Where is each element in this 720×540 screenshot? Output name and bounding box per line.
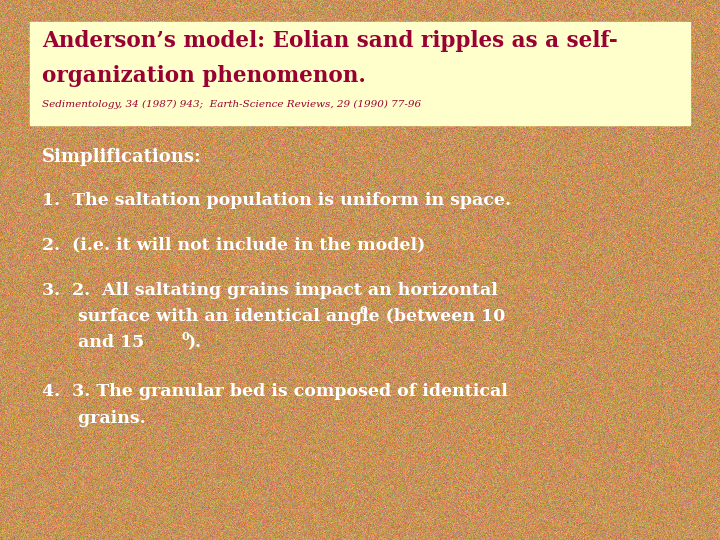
Text: Sedimentology, 34 (1987) 943;  Earth-Science Reviews, 29 (1990) 77-96: Sedimentology, 34 (1987) 943; Earth-Scie… <box>42 100 421 109</box>
Text: ).: ). <box>187 334 201 351</box>
Text: 4.  3. The granular bed is composed of identical: 4. 3. The granular bed is composed of id… <box>42 383 508 400</box>
Text: organization phenomenon.: organization phenomenon. <box>42 65 366 87</box>
Text: 0: 0 <box>181 331 189 342</box>
Text: surface with an identical angle (between 10: surface with an identical angle (between… <box>42 308 505 325</box>
Text: 1.  The saltation population is uniform in space.: 1. The saltation population is uniform i… <box>42 192 511 209</box>
FancyBboxPatch shape <box>30 22 690 125</box>
Text: and 15: and 15 <box>42 334 144 351</box>
Text: Simplifications:: Simplifications: <box>42 148 202 166</box>
Text: Anderson’s model: Eolian sand ripples as a self-: Anderson’s model: Eolian sand ripples as… <box>42 30 618 52</box>
Text: 3.  2.  All saltating grains impact an horizontal: 3. 2. All saltating grains impact an hor… <box>42 282 498 299</box>
Text: grains.: grains. <box>42 410 145 427</box>
Text: 0: 0 <box>359 305 366 316</box>
Text: 2.  (i.e. it will not include in the model): 2. (i.e. it will not include in the mode… <box>42 236 426 253</box>
